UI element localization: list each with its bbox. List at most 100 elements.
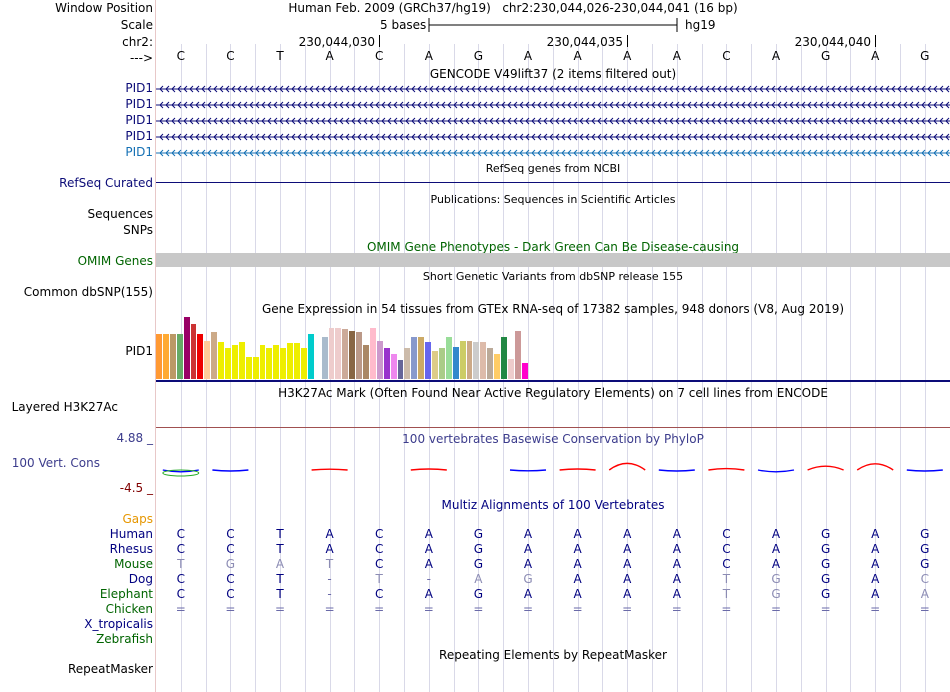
gtex-tissue-bar[interactable] — [446, 337, 452, 379]
gtex-tissue-bar[interactable] — [494, 354, 500, 379]
gtex-tissue-bar[interactable] — [453, 347, 459, 379]
alignment-base: C — [374, 527, 384, 541]
gencode-transcript-line[interactable] — [156, 132, 950, 142]
species-label[interactable]: Dog — [128, 572, 153, 586]
phylop-track-label[interactable]: 100 Vert. Cons — [11, 456, 100, 470]
gtex-tissue-bar[interactable] — [460, 341, 466, 379]
snps-track-label[interactable]: SNPs — [123, 223, 153, 237]
gtex-tissue-bar[interactable] — [418, 337, 424, 379]
gtex-tissue-bar[interactable] — [432, 351, 438, 379]
gencode-transcript-line[interactable] — [156, 116, 950, 126]
gtex-tissue-bar[interactable] — [349, 331, 355, 379]
gtex-tissue-bar[interactable] — [377, 341, 383, 379]
alignment-base: A — [771, 527, 781, 541]
grid-line — [826, 44, 827, 692]
alignment-base: = — [572, 602, 583, 616]
phylop-conservation-plot[interactable] — [156, 446, 950, 492]
gtex-tissue-bar[interactable] — [204, 341, 210, 379]
species-label[interactable]: Zebrafish — [96, 632, 153, 646]
gtex-tissue-bar[interactable] — [515, 331, 521, 379]
gtex-tissue-bar[interactable] — [473, 342, 479, 379]
gencode-item-label[interactable]: PID1 — [125, 97, 153, 111]
gtex-tissue-bar[interactable] — [335, 328, 341, 379]
gtex-tissue-bar[interactable] — [329, 328, 334, 379]
gtex-tissue-bar[interactable] — [177, 334, 183, 379]
gtex-tissue-bar[interactable] — [480, 342, 486, 379]
gtex-tissue-bar[interactable] — [322, 337, 328, 379]
refseq-gene-line[interactable] — [156, 182, 950, 183]
gencode-transcript-line[interactable] — [156, 84, 950, 94]
gtex-tissue-bar[interactable] — [197, 334, 203, 379]
gencode-transcript-line[interactable] — [156, 100, 950, 110]
species-label[interactable]: X_tropicalis — [84, 617, 153, 631]
gtex-tissue-bar[interactable] — [370, 328, 376, 379]
gtex-tissue-bar[interactable] — [508, 359, 514, 379]
gtex-tissue-bar[interactable] — [273, 345, 279, 379]
species-label[interactable]: Rhesus — [109, 542, 153, 556]
reference-base: A — [325, 49, 334, 63]
alignment-base: - — [327, 572, 332, 586]
gencode-item-label[interactable]: PID1 — [125, 129, 153, 143]
gtex-tissue-bar[interactable] — [391, 354, 397, 379]
gtex-tissue-bar[interactable] — [363, 345, 369, 379]
omim-track-label[interactable]: OMIM Genes — [77, 254, 153, 268]
gtex-tissue-bar[interactable] — [156, 334, 162, 379]
genome-browser-track-panel[interactable]: Human Feb. 2009 (GRCh37/hg19) chr2:230,0… — [156, 0, 950, 692]
gtex-tissue-bar[interactable] — [411, 337, 417, 379]
gtex-track-label[interactable]: PID1 — [125, 344, 153, 358]
species-label[interactable]: Chicken — [105, 602, 153, 616]
gtex-tissue-bar[interactable] — [246, 357, 252, 379]
gtex-tissue-bar[interactable] — [170, 334, 176, 379]
gtex-tissue-bar[interactable] — [439, 348, 445, 379]
gtex-tissue-bar[interactable] — [191, 324, 196, 379]
gtex-tissue-bar[interactable] — [218, 342, 224, 379]
gtex-tissue-bar[interactable] — [404, 348, 410, 379]
gtex-tissue-bar[interactable] — [356, 332, 362, 379]
refseq-track-label[interactable]: RefSeq Curated — [59, 176, 153, 190]
gtex-tissue-bar[interactable] — [384, 348, 390, 379]
gtex-tissue-bar[interactable] — [266, 348, 272, 379]
gtex-tissue-bar[interactable] — [287, 343, 293, 379]
alignment-base: A — [474, 572, 483, 586]
gtex-tissue-bar[interactable] — [294, 343, 300, 379]
species-label[interactable]: Elephant — [99, 587, 153, 601]
gtex-tissue-bar[interactable] — [232, 345, 238, 379]
gtex-tissue-bar[interactable] — [225, 348, 231, 379]
gtex-tissue-bar[interactable] — [487, 348, 493, 379]
gencode-item-label[interactable]: PID1 — [125, 81, 153, 95]
gtex-tissue-bar[interactable] — [522, 363, 528, 379]
dbsnp-track-label[interactable]: Common dbSNP(155) — [23, 285, 153, 299]
gtex-tissue-bar[interactable] — [501, 337, 507, 379]
gtex-tissue-bar[interactable] — [211, 332, 217, 379]
gtex-tissue-bar[interactable] — [467, 341, 472, 379]
gencode-item-label[interactable]: PID1 — [125, 113, 153, 127]
gtex-tissue-bar[interactable] — [308, 334, 314, 379]
gtex-tissue-bar[interactable] — [280, 348, 286, 379]
omim-gene-bar[interactable] — [156, 253, 950, 267]
gtex-tissue-bar[interactable] — [398, 360, 403, 379]
panel-separator — [155, 0, 156, 692]
ruler-tick-label: 230,044,040 — [794, 35, 871, 49]
h3k27ac-track-label[interactable]: Layered H3K27Ac — [11, 400, 118, 414]
gencode-transcript-line[interactable] — [156, 148, 950, 158]
phylop-score-mark — [509, 469, 547, 472]
alignment-base: A — [424, 527, 433, 541]
gtex-tissue-bar[interactable] — [239, 342, 245, 379]
species-label[interactable]: Human — [109, 527, 153, 541]
alignment-base: A — [523, 542, 533, 556]
gtex-tissue-bar[interactable] — [184, 317, 190, 379]
scale-assembly: hg19 — [685, 18, 716, 32]
gtex-tissue-bar[interactable] — [425, 342, 431, 379]
phylop-score-mark — [559, 468, 596, 471]
species-label[interactable]: Mouse — [114, 557, 153, 571]
phylop-score-mark — [410, 468, 447, 471]
publications-track-label[interactable]: Sequences — [87, 207, 153, 221]
gtex-tissue-bar[interactable] — [342, 329, 348, 379]
gtex-tissue-bar[interactable] — [260, 345, 265, 379]
gtex-tissue-bar[interactable] — [253, 357, 259, 379]
gencode-item-label[interactable]: PID1 — [125, 145, 153, 159]
gtex-tissue-bar[interactable] — [301, 348, 307, 379]
gtex-tissue-bar[interactable] — [163, 334, 169, 379]
alignment-base: C — [226, 542, 235, 556]
repeatmasker-track-label[interactable]: RepeatMasker — [67, 662, 153, 676]
